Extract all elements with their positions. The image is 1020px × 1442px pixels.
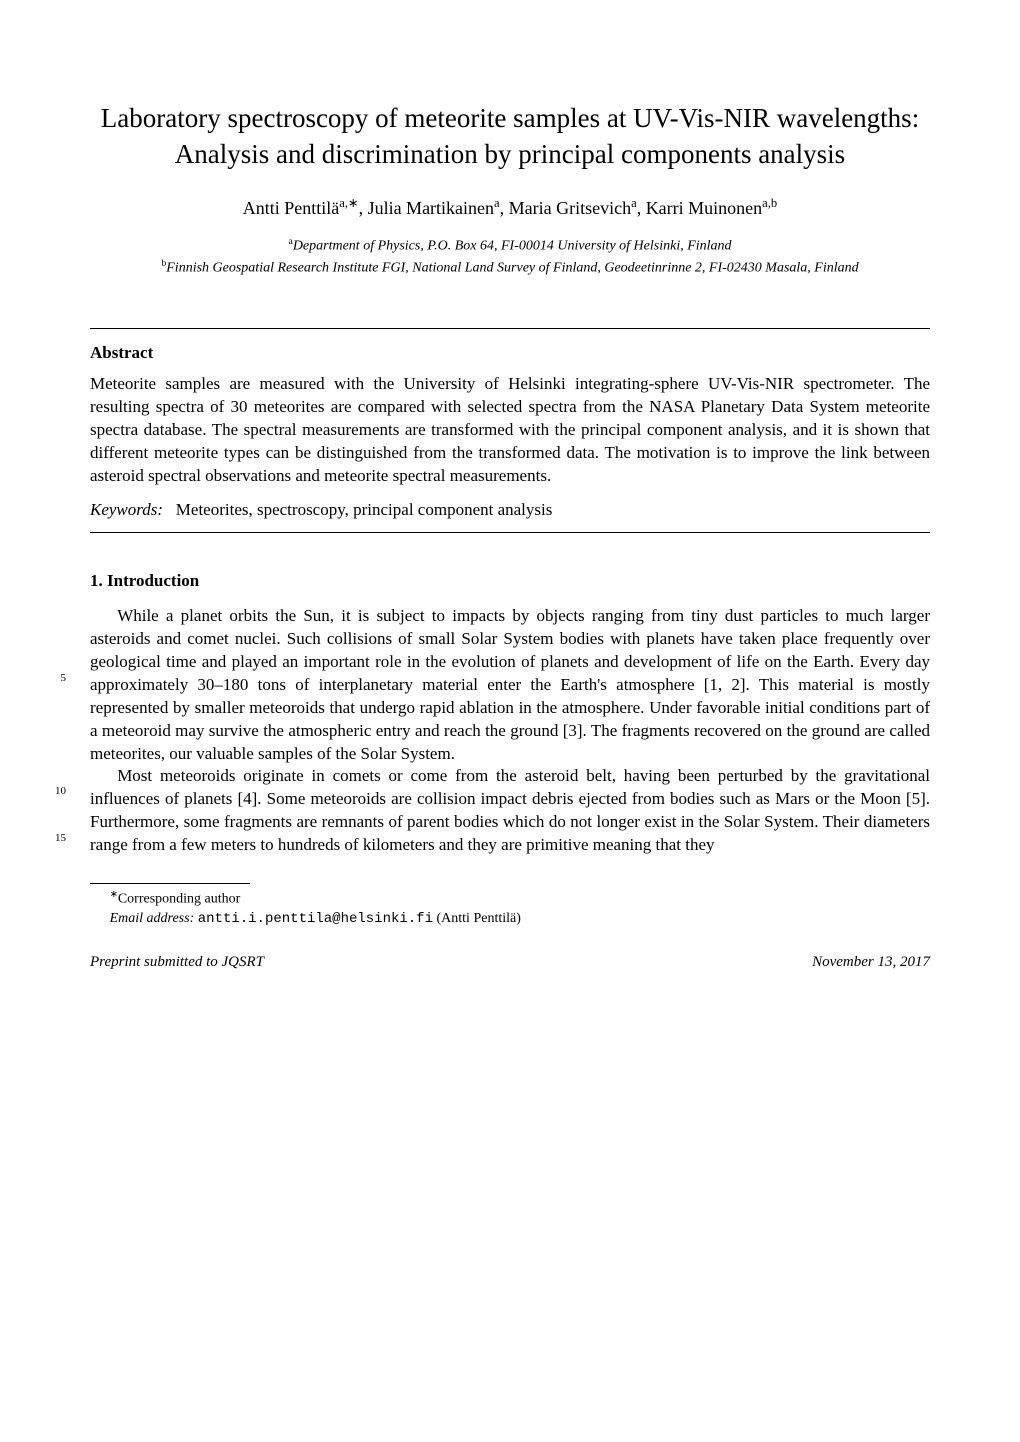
paragraph-1-wrapper: 5 10 While a planet orbits the Sun, it i… [90, 605, 930, 766]
footnote-email-address: antti.i.penttila@helsinki.fi [198, 911, 433, 927]
affiliations-block: aDepartment of Physics, P.O. Box 64, FI-… [90, 235, 930, 278]
footnote-rule [90, 883, 250, 884]
abstract-rule-top [90, 328, 930, 329]
footnote-email: Email address: antti.i.penttila@helsinki… [90, 909, 930, 930]
footnote-corresponding: ∗Corresponding author [90, 888, 930, 909]
line-number-5: 5 [36, 672, 66, 684]
paper-title: Laboratory spectroscopy of meteorite sam… [90, 100, 930, 173]
paragraph-1: While a planet orbits the Sun, it is sub… [90, 605, 930, 766]
section-introduction: 1. Introduction 5 10 While a planet orbi… [90, 571, 930, 857]
footnote-email-label: Email address: [110, 911, 195, 926]
keywords-line: Keywords: Meteorites, spectroscopy, prin… [90, 500, 930, 520]
line-number-10: 10 [36, 785, 66, 797]
page-footer: Preprint submitted to JQSRT November 13,… [90, 954, 930, 971]
abstract-heading: Abstract [90, 343, 930, 363]
keywords-values: Meteorites, spectroscopy, principal comp… [176, 500, 553, 519]
keywords-label: Keywords: [90, 500, 163, 519]
affiliation-b: bFinnish Geospatial Research Institute F… [90, 257, 930, 279]
affiliation-a: aDepartment of Physics, P.O. Box 64, FI-… [90, 235, 930, 257]
paragraph-2: Most meteoroids originate in comets or c… [90, 765, 930, 857]
footer-left: Preprint submitted to JQSRT [90, 954, 264, 971]
authors-line: Antti Penttiläa,∗, Julia Martikainena, M… [90, 195, 930, 219]
section-heading-introduction: 1. Introduction [90, 571, 930, 591]
paragraph-2-wrapper: 15 Most meteoroids originate in comets o… [90, 765, 930, 857]
footnote-email-name: (Antti Penttilä) [437, 911, 521, 926]
abstract-text: Meteorite samples are measured with the … [90, 373, 930, 488]
abstract-rule-bottom [90, 532, 930, 533]
footer-right: November 13, 2017 [812, 954, 930, 971]
line-number-15: 15 [36, 832, 66, 844]
